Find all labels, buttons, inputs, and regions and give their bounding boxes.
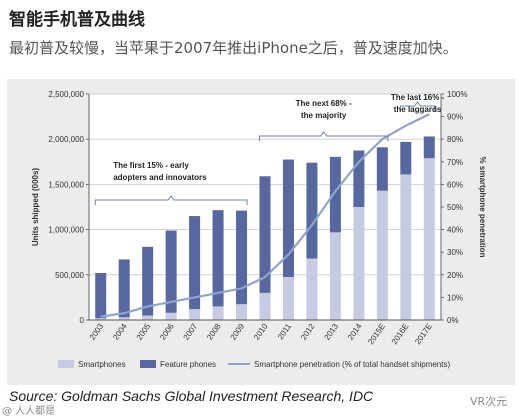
bar-smartphones: [236, 304, 248, 320]
bar-feature-phones: [189, 216, 201, 310]
annotation-text: The first 15% - early: [113, 161, 189, 170]
annotation-text: the majority: [301, 111, 347, 120]
legend-label-penetration: Smartphone penetration (% of total hands…: [254, 360, 450, 369]
x-tick-label: 2011: [276, 322, 294, 342]
bar-feature-phones: [376, 147, 388, 191]
x-tick-label: 2015E: [366, 322, 387, 346]
y2-tick-label: 70%: [447, 158, 463, 167]
annotation-text: The next 68% -: [296, 99, 352, 108]
legend-label-smartphones: Smartphones: [78, 360, 126, 369]
y-tick-label: 2,000,000: [48, 135, 84, 144]
bar-smartphones: [189, 309, 201, 320]
x-tick-label: 2009: [229, 322, 247, 342]
y-tick-label: 1,000,000: [48, 226, 84, 235]
bar-smartphones: [376, 190, 388, 320]
y2-tick-label: 50%: [447, 203, 463, 212]
x-tick-label: 2007: [182, 322, 200, 342]
x-tick-label: 2004: [111, 322, 129, 342]
bar-smartphones: [282, 277, 294, 320]
bar-smartphones: [95, 318, 107, 320]
y2-tick-label: 20%: [447, 271, 463, 280]
bar-feature-phones: [212, 210, 224, 307]
bar-feature-phones: [400, 141, 412, 175]
annotation-bracket: [399, 101, 436, 111]
x-tick-label: 2003: [88, 322, 106, 342]
y-tick-label: 2,500,000: [48, 90, 84, 99]
bar-smartphones: [329, 232, 341, 320]
watermark-left: @ 人人都是: [2, 406, 56, 417]
y2-tick-label: 10%: [447, 293, 463, 302]
bar-feature-phones: [259, 176, 271, 293]
bar-smartphones: [423, 158, 435, 320]
annotation-text: The last 16% -: [391, 93, 445, 102]
bar-feature-phones: [306, 162, 318, 259]
x-tick-label: 2012: [299, 322, 317, 342]
page-subtitle: 最初普及较慢，当苹果于2007年推出iPhone之后，普及速度加快。: [9, 39, 458, 57]
page-title: 智能手机普及曲线: [9, 10, 145, 30]
x-tick-label: 2010: [252, 322, 270, 342]
legend-swatch-feature-phones: [140, 360, 156, 368]
annotation-text: the laggards: [394, 105, 442, 114]
y2-axis-title: % smartphone penetration: [478, 157, 487, 258]
bar-feature-phones: [236, 210, 248, 305]
y-tick-label: 0: [80, 316, 85, 325]
x-tick-label: 2006: [158, 322, 176, 342]
y2-tick-label: 80%: [447, 135, 463, 144]
bar-smartphones: [165, 312, 177, 320]
bar-smartphones: [306, 258, 318, 320]
y2-tick-label: 100%: [447, 90, 467, 99]
bar-feature-phones: [95, 272, 107, 319]
legend-swatch-smartphones: [58, 360, 74, 368]
y2-tick-label: 60%: [447, 180, 463, 189]
y2-tick-label: 90%: [447, 113, 463, 122]
y2-tick-label: 0%: [447, 316, 459, 325]
annotation-bracket: [94, 195, 248, 205]
x-tick-label: 2008: [205, 322, 223, 342]
y2-tick-label: 30%: [447, 248, 463, 257]
x-tick-label: 2016E: [390, 322, 411, 346]
x-tick-label: 2014: [346, 322, 364, 342]
watermark-right: VR次元: [470, 395, 508, 408]
penetration-line: [100, 113, 430, 318]
bar-smartphones: [142, 315, 154, 320]
bar-feature-phones: [423, 136, 435, 159]
bar-smartphones: [212, 306, 224, 320]
bar-feature-phones: [142, 246, 154, 316]
x-tick-label: 2013: [322, 322, 340, 342]
bar-smartphones: [400, 174, 412, 320]
bar-feature-phones: [282, 159, 294, 278]
annotation-bracket: [259, 131, 389, 141]
y-tick-label: 1,500,000: [48, 180, 84, 189]
source-note: Source: Goldman Sachs Global Investment …: [9, 388, 374, 404]
bar-feature-phones: [353, 150, 365, 207]
legend-label-feature-phones: Feature phones: [160, 360, 216, 369]
bar-smartphones: [353, 207, 365, 320]
bar-feature-phones: [329, 156, 341, 233]
y-axis-title: Units shipped (000s): [31, 168, 40, 247]
x-tick-label: 2017E: [413, 322, 434, 346]
y-tick-label: 500,000: [55, 271, 84, 280]
bar-feature-phones: [118, 259, 130, 318]
bar-feature-phones: [165, 230, 177, 313]
annotation-text: adopters and innovators: [113, 173, 207, 182]
y2-tick-label: 40%: [447, 226, 463, 235]
bar-smartphones: [118, 317, 130, 320]
bar-smartphones: [259, 292, 271, 320]
x-tick-label: 2005: [135, 322, 153, 342]
